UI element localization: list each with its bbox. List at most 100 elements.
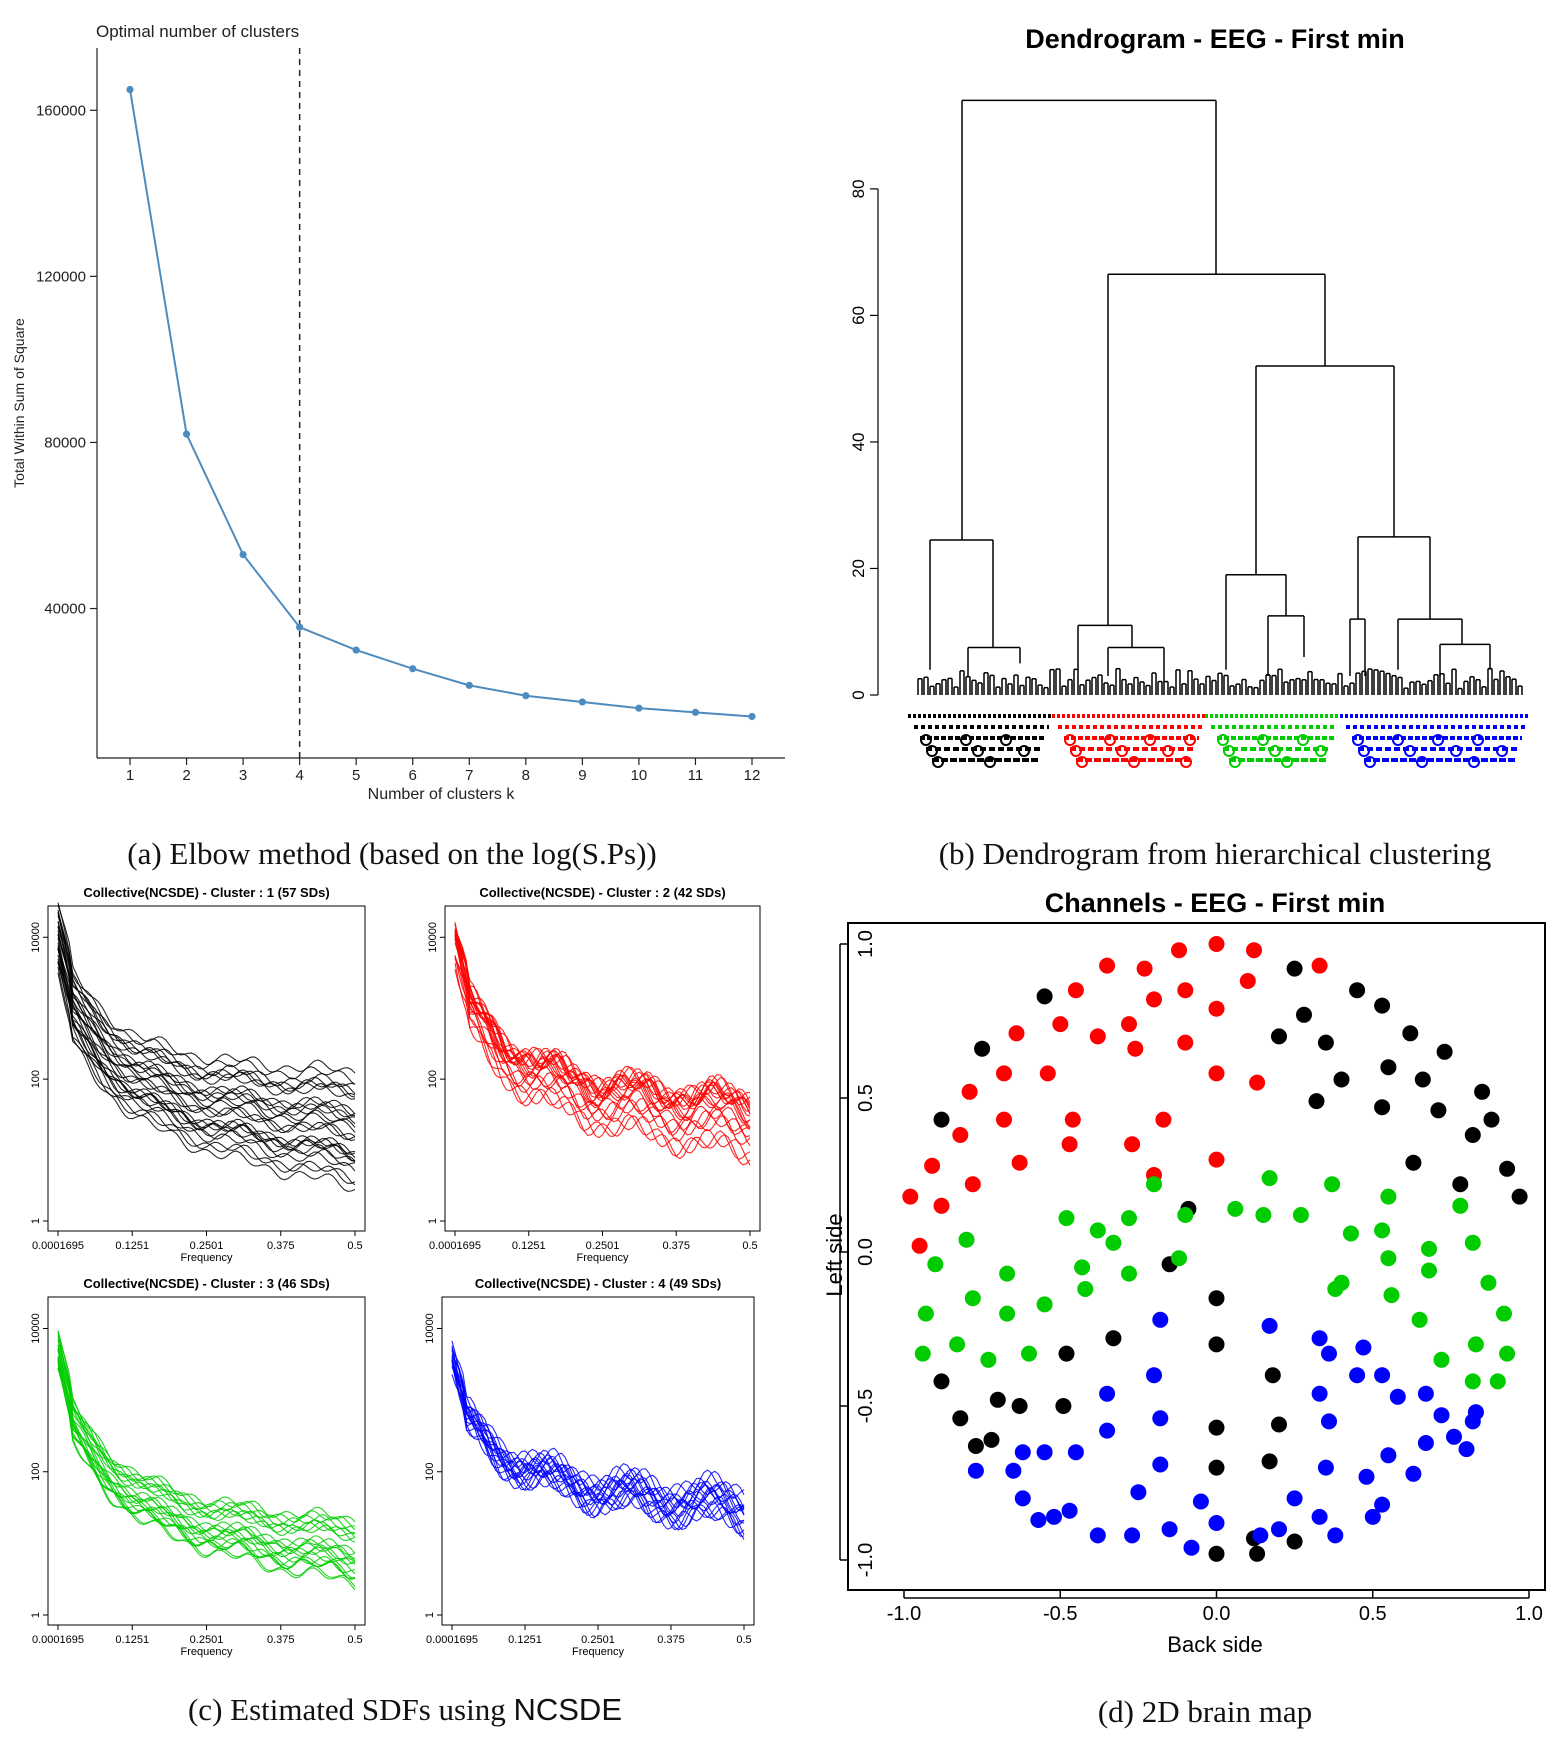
panel-c-subplot-title: Collective(NCSDE) - Cluster : 1 (57 SDs): [83, 885, 329, 900]
panel-b-leaf-label-glyph: [1315, 745, 1327, 757]
panel-a-y-label: Total Within Sum of Square: [11, 318, 27, 488]
panel-d-axes: -1.0 -0.5 0.0 0.5 1.0 -1.0 -0.5 0.0 0.5 1.0: [839, 930, 1543, 1625]
panel-d-channel-point: [1405, 1465, 1422, 1482]
panel-d-channel-point: [933, 1111, 950, 1128]
panel-b-leaf-label-glyph: [1000, 734, 1012, 746]
panel-c-series-line: [57, 961, 356, 1172]
panel-b-leaf-label-glyph: [1104, 734, 1116, 746]
panel-d-channel-point: [1046, 1508, 1062, 1525]
panel-d-x-tick-label: -1.0: [887, 1603, 921, 1625]
panel-b-leaf-label-glyph: [1180, 756, 1192, 768]
panel-d-channel-point: [1446, 1428, 1462, 1445]
panel-a-data-point: [352, 646, 360, 654]
panel-d-channel-point: [1036, 1296, 1053, 1313]
panel-d-channel-point: [1014, 1444, 1031, 1461]
panel-d-channel-point: [1286, 1490, 1303, 1507]
panel-c-caption: (c) Estimated SDFs using NCSDE: [188, 1692, 622, 1727]
panel-d-channel-point: [1321, 1413, 1337, 1430]
panel-d-channel-point: [1417, 1385, 1434, 1402]
panel-c-series-line: [57, 966, 356, 1184]
panel-c-series-line: [57, 947, 356, 1158]
panel-c-series-line: [454, 931, 751, 1123]
panel-c-series-line: [57, 937, 356, 1142]
panel-c-x-tick-label: 0.1251: [508, 1634, 542, 1646]
panel-c-series-group: [57, 902, 356, 1192]
panel-d-channel-point: [1452, 1197, 1469, 1214]
panel-d-channel-point: [1208, 1459, 1225, 1476]
panel-d-channel-point: [1374, 1222, 1391, 1239]
panel-d-channel-point: [961, 1083, 978, 1100]
panel-c-x-tick-label: 0.5: [347, 1634, 362, 1646]
panel-d-channel-point: [1411, 1311, 1428, 1328]
panel-b-leaf-label-glyph: [1281, 756, 1293, 768]
panel-b-leaf-label-glyph: [972, 745, 984, 757]
panel-d-channel-point: [1474, 1083, 1491, 1100]
panel-d-channel-point: [980, 1351, 997, 1368]
panel-b-leaf-label-glyph: [1297, 734, 1309, 746]
panel-b-leaf-label-glyph: [1269, 745, 1281, 757]
panel-d-channel-point: [958, 1231, 975, 1248]
panel-d-channel-point: [1483, 1111, 1500, 1128]
panel-a-x-tick-label: 7: [465, 767, 473, 784]
panel-d-channel-point: [1155, 1111, 1172, 1128]
panel-d-channel-point: [1052, 1016, 1069, 1033]
panel-d-y-tick-label: -1.0: [855, 1543, 877, 1577]
panel-d-channel-point: [1417, 1435, 1434, 1451]
panel-b-leaf-label-glyph: [1064, 734, 1076, 746]
panel-d-channel-point: [1405, 1154, 1422, 1171]
panel-b-leaf-label-glyph: [1162, 745, 1174, 757]
panel-c-series-line: [57, 921, 356, 1117]
panel-c-y-tick-label: 100: [30, 1463, 42, 1481]
panel-c-caption-method: NCSDE: [513, 1692, 622, 1727]
panel-b-y-tick-label: 60: [849, 306, 868, 325]
panel-d-channel-point: [1208, 1000, 1225, 1017]
panel-a-data-point: [296, 623, 304, 631]
panel-d-channel-point: [1374, 997, 1391, 1014]
panel-d-channel-point: [1271, 1416, 1287, 1433]
panel-b-title: Dendrogram - EEG - First min: [1025, 24, 1405, 54]
panel-c-series-line: [454, 937, 751, 1109]
panel-a-data-point: [409, 665, 417, 673]
panel-d-channel-point: [1380, 1188, 1397, 1205]
panel-d-channel-point: [933, 1373, 950, 1390]
panel-c-x-tick-label: 0.2501: [586, 1240, 620, 1252]
panel-d-channel-point: [1146, 1367, 1162, 1384]
panel-b-y-tick-label: 20: [849, 559, 868, 578]
panel-d-channel-point: [1414, 1071, 1431, 1088]
panel-c-series-line: [451, 1361, 745, 1536]
panel-d-channel-point: [1311, 1330, 1328, 1347]
panel-c-series-line: [454, 955, 751, 1146]
panel-b-leaf-label-glyph: [920, 734, 932, 746]
panel-d-channel-point: [1105, 1234, 1122, 1251]
panel-d-channel-point: [1208, 1545, 1225, 1562]
panel-d-channel-point: [1171, 942, 1187, 959]
panel-c-y-tick-label: 100: [30, 1070, 42, 1088]
panel-c-series-line: [57, 925, 356, 1115]
panel-c-subplot-title: Collective(NCSDE) - Cluster : 4 (49 SDs): [475, 1276, 721, 1291]
panel-c-series-line: [451, 1358, 745, 1537]
panel-d-channel-point: [927, 1256, 944, 1273]
panel-d-channel-point: [1171, 1250, 1187, 1267]
panel-d-channel-point: [1358, 1468, 1375, 1485]
panel-b-leaf-labels: [908, 714, 1528, 768]
panel-a-data-point: [126, 85, 134, 94]
panel-d-channel-point: [1058, 1210, 1075, 1227]
panel-c-series-line: [57, 1339, 356, 1530]
panel-c-x-label: Frequency: [572, 1646, 624, 1658]
panel-d-channel-point: [1130, 1484, 1147, 1501]
panel-d-channel-point: [1380, 1250, 1397, 1267]
panel-b-y-tick-label: 0: [849, 690, 868, 699]
panel-c-y-tick-label: 1: [424, 1612, 436, 1618]
panel-d-channel-point: [964, 1176, 981, 1193]
panel-d-channel-point: [1464, 1413, 1481, 1430]
panel-b-leaf-label-glyph: [1432, 734, 1444, 746]
panel-d-channel-point: [1317, 1034, 1334, 1051]
panel-d-x-tick-label: 0.0: [1203, 1603, 1231, 1625]
panel-c-series-line: [57, 933, 356, 1133]
panel-c-series-line: [57, 915, 356, 1088]
panel-c-series-line: [57, 1368, 356, 1591]
panel-d-channel-point: [1311, 1385, 1328, 1402]
panel-d-channel-point: [1067, 982, 1084, 999]
panel-c-series-line: [57, 1357, 356, 1565]
